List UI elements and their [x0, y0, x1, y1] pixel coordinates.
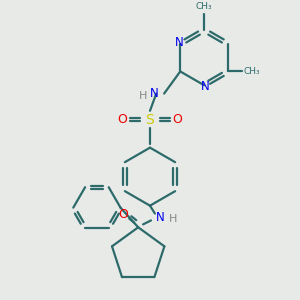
Text: O: O — [172, 113, 182, 126]
Text: N: N — [150, 87, 159, 100]
Text: CH₃: CH₃ — [243, 67, 260, 76]
Text: N: N — [155, 211, 164, 224]
Text: O: O — [118, 113, 128, 126]
Text: H: H — [139, 91, 148, 100]
Text: S: S — [146, 112, 154, 127]
Text: O: O — [118, 208, 128, 221]
Text: N: N — [175, 36, 184, 50]
Text: H: H — [168, 214, 177, 224]
Text: N: N — [201, 80, 209, 93]
Text: CH₃: CH₃ — [196, 2, 212, 11]
